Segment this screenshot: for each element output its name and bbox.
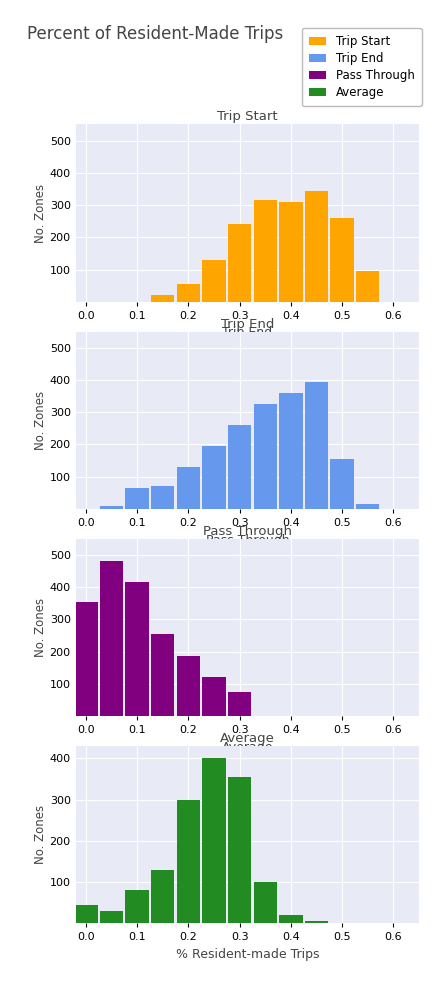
- Bar: [228, 425, 251, 509]
- Bar: [74, 904, 98, 923]
- Bar: [151, 486, 175, 509]
- Bar: [279, 392, 302, 509]
- Title: Pass Through: Pass Through: [203, 525, 292, 538]
- Bar: [177, 656, 200, 716]
- Bar: [254, 882, 277, 923]
- Bar: [100, 911, 123, 923]
- Bar: [202, 677, 226, 716]
- Y-axis label: No. Zones: No. Zones: [34, 805, 47, 865]
- Bar: [330, 459, 354, 509]
- Bar: [177, 284, 200, 302]
- Y-axis label: No. Zones: No. Zones: [34, 390, 47, 450]
- Bar: [228, 692, 251, 716]
- Bar: [330, 218, 354, 302]
- Bar: [254, 404, 277, 509]
- Bar: [100, 506, 123, 509]
- Bar: [202, 758, 226, 923]
- Legend: Trip Start, Trip End, Pass Through, Average: Trip Start, Trip End, Pass Through, Aver…: [302, 28, 422, 107]
- Title: Average: Average: [220, 732, 275, 745]
- X-axis label: % Resident-made Trips: % Resident-made Trips: [175, 948, 319, 961]
- Bar: [305, 921, 328, 923]
- Bar: [279, 202, 302, 302]
- Bar: [100, 562, 123, 716]
- Y-axis label: No. Zones: No. Zones: [34, 598, 47, 657]
- Bar: [74, 602, 98, 716]
- X-axis label: Trip End: Trip End: [222, 327, 273, 340]
- Bar: [151, 633, 175, 716]
- Bar: [228, 777, 251, 923]
- Bar: [254, 200, 277, 302]
- Bar: [125, 890, 149, 923]
- Bar: [279, 915, 302, 923]
- Bar: [356, 504, 379, 509]
- Bar: [202, 446, 226, 509]
- Bar: [202, 260, 226, 302]
- Bar: [151, 296, 175, 302]
- Bar: [356, 271, 379, 302]
- Bar: [151, 870, 175, 923]
- Bar: [125, 583, 149, 716]
- Bar: [177, 467, 200, 509]
- Bar: [228, 224, 251, 302]
- Bar: [125, 488, 149, 509]
- Title: Trip Start: Trip Start: [217, 111, 278, 124]
- X-axis label: Average: Average: [222, 741, 273, 754]
- Bar: [177, 800, 200, 923]
- Y-axis label: No. Zones: No. Zones: [34, 183, 47, 243]
- Title: Trip End: Trip End: [221, 318, 274, 331]
- X-axis label: Pass Through: Pass Through: [206, 534, 289, 547]
- Bar: [305, 381, 328, 509]
- Text: Percent of Resident-Made Trips: Percent of Resident-Made Trips: [27, 25, 284, 43]
- Bar: [305, 190, 328, 302]
